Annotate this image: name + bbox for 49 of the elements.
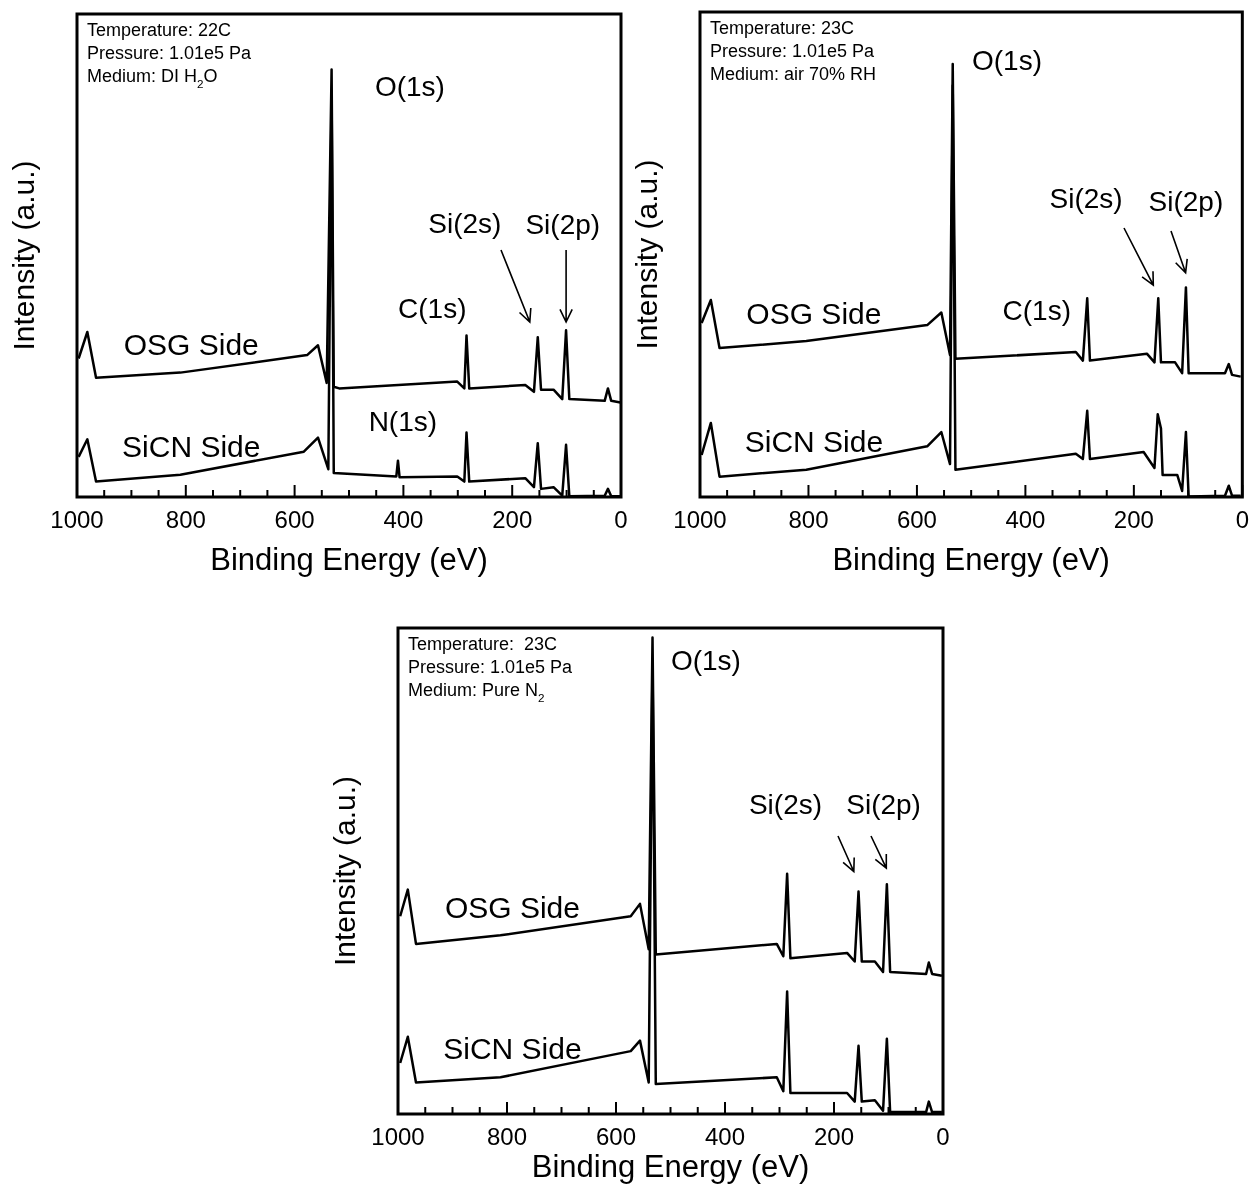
series-label: SiCN Side [122,429,261,463]
x-axis-title: Binding Energy (eV) [210,541,488,577]
text: Temperature: 22C [87,20,232,40]
annotation: O(1s) [374,70,445,102]
x-tick-label: 600 [595,1123,637,1151]
text: Pressure: 1.01e5 Pa [87,43,253,63]
x-tick-label: 800 [165,506,206,534]
annotation: O(1s) [971,45,1042,77]
annotation: Si(2p) [1148,186,1224,218]
x-tick-label: 200 [1113,506,1154,534]
x-axis-title: Binding Energy (eV) [832,541,1110,577]
x-tick-label: 1000 [50,506,104,534]
x-tick-label: 1000 [673,506,727,534]
annotation: Pressure: 1.01e5 Pa [408,657,574,677]
annotation: C(1s) [398,292,467,324]
x-tick-label: 600 [896,506,937,534]
y-axis-title: Intensity (a.u.) [7,160,41,351]
x-tick-label: 0 [936,1123,950,1151]
x-tick-label: 1000 [371,1123,425,1151]
series-label: OSG Side [746,297,882,331]
x-tick-label: 800 [788,506,829,534]
x-axis-title: Binding Energy (eV) [531,1148,810,1184]
y-axis-title: Intensity (a.u.) [630,159,664,350]
x-tick-label: 200 [813,1123,855,1151]
x-tick-label: 800 [486,1123,528,1151]
text: Temperature: 23C [710,18,855,38]
annotation: Medium: air 70% RH [710,64,877,84]
annotation: Si(2s) [1049,182,1123,214]
y-axis-title: Intensity (a.u.) [328,775,362,967]
annotation: N(1s) [368,405,438,437]
series-label: OSG Side [123,328,259,362]
x-tick-label: 400 [1005,506,1046,534]
annotation: Temperature: 23C [408,634,558,654]
text: Pressure: 1.01e5 Pa [710,41,876,61]
x-tick-label: 600 [274,506,315,534]
series-label: SiCN Side [443,1031,582,1065]
annotation: Si(2p) [525,208,601,240]
x-tick-label: 400 [704,1123,746,1151]
series-label: OSG Side [444,890,580,924]
annotation: O(1s) [670,644,741,676]
annotation: C(1s) [1002,295,1072,327]
annotation: Si(2p) [846,788,921,820]
series-label: SiCN Side [744,425,884,459]
x-tick-label: 0 [1235,506,1250,534]
x-tick-label: 0 [614,506,628,534]
x-tick-label: 400 [383,506,424,534]
annotation: Si(2s) [748,788,823,820]
x-tick-label: 200 [492,506,533,534]
annotation: Si(2s) [428,207,502,239]
